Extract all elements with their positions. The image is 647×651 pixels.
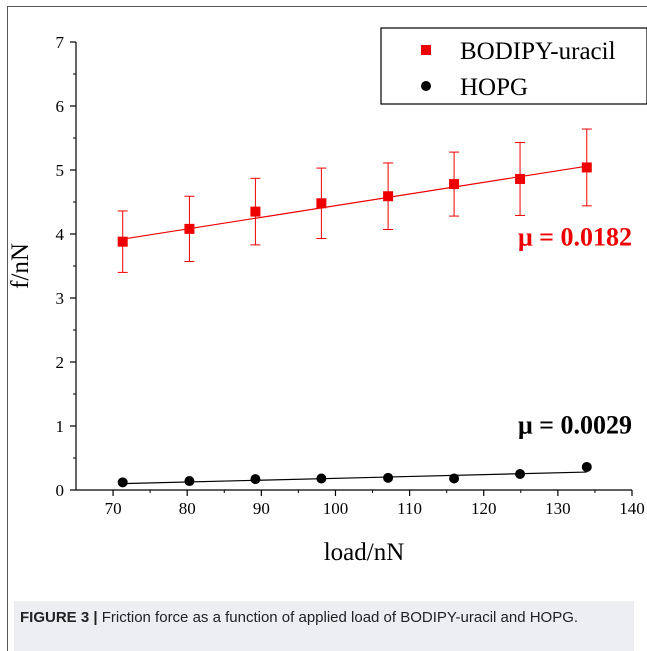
x-tick-label: 90 [253,499,270,518]
x-tick-label: 100 [323,499,349,518]
data-point [581,162,592,173]
data-point [316,473,327,484]
mu-annotation-hopg: μ = 0.0029 [518,411,632,440]
y-tick-label: 4 [56,225,65,244]
y-tick-label: 0 [56,481,65,500]
figure-caption: FIGURE 3 | Friction force as a function … [14,601,634,651]
fit-line [122,165,587,240]
data-point [515,173,526,184]
axes: 70 80 90 100 110 120 130 140 0 1 2 3 4 5 6 7 load/nN f/nN [7,33,645,566]
friction-chart: 70 80 90 100 110 120 130 140 0 1 2 3 4 5 6 7 load/nN f/nN… [7,27,647,566]
legend-box [380,27,647,105]
y-tick-label: 2 [56,353,65,372]
y-tick-label: 1 [56,417,65,436]
data-point [449,473,460,484]
mu-annotation-bodipy: μ = 0.0182 [518,223,632,252]
legend: BODIPY-uracil HOPG [380,27,647,105]
y-tick-label: 5 [56,161,65,180]
data-point [383,472,394,483]
series-2 [117,461,592,488]
caption-label: FIGURE 3 | [20,609,98,626]
x-tick-label: 70 [105,499,122,518]
figure-frame [7,6,647,651]
marks: μ = 0.0182 μ = 0.0029 [117,128,632,488]
data-point [184,476,195,487]
data-point [449,179,460,190]
data-point [184,223,195,234]
legend-label: HOPG [460,74,528,101]
legend-marker [421,81,431,91]
data-point [117,236,128,247]
y-tick-label: 3 [56,289,65,308]
legend-label: BODIPY-uracil [460,38,616,65]
data-point [117,477,128,488]
legend-marker [421,45,431,55]
data-point [250,474,261,485]
y-axis-label: f/nN [7,243,34,289]
x-tick-label: 130 [545,499,571,518]
x-tick-label: 140 [619,499,645,518]
data-point [581,461,592,472]
data-point [515,469,526,479]
x-tick-label: 80 [179,499,196,518]
x-tick-label: 110 [397,499,422,518]
fit-line [122,471,587,485]
x-tick-label: 120 [471,499,497,518]
y-tick-label: 6 [56,97,65,116]
y-tick-label: 7 [56,33,65,52]
data-point [383,191,394,202]
data-point [250,206,261,217]
x-axis-label: load/nN [324,539,405,566]
series-1 [117,128,592,273]
data-point [316,198,327,209]
caption-text: Friction force as a function of applied … [97,609,579,626]
